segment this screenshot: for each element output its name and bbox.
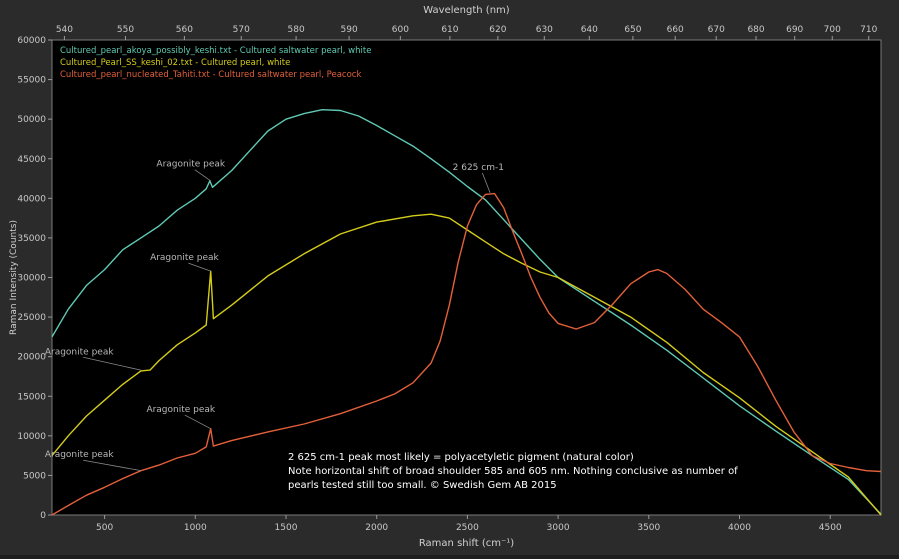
x-tick-label: 1500 <box>275 523 298 533</box>
y-tick-label: 60000 <box>17 36 46 46</box>
x-tick-label: 500 <box>96 523 113 533</box>
annotation-label: Aragonite peak <box>146 405 215 415</box>
legend-entry-1: Cultured_pearl_akoya_possibly_keshi.txt … <box>60 46 371 56</box>
x-tick-label: 3000 <box>547 523 570 533</box>
annotation-layer: Aragonite peak Aragonite peak Aragonite pe… <box>45 160 504 472</box>
note-line-2: Note horizontal shift of broad shoulder … <box>288 466 738 477</box>
annotation-label: 2 625 cm-1 <box>453 163 504 173</box>
annotation-label: Aragonite peak <box>45 347 114 357</box>
y-tick-label: 35000 <box>17 234 46 244</box>
annotation-leader <box>194 169 211 182</box>
annotation-label: Aragonite peak <box>156 160 225 170</box>
y-tick-label: 30000 <box>17 274 46 284</box>
notes-block: 2 625 cm-1 peak most likely = polyacetyl… <box>288 452 738 491</box>
top-tick-label: 650 <box>624 25 641 35</box>
x-tick-label: 4000 <box>728 523 751 533</box>
note-line-1: 2 625 cm-1 peak most likely = polyacetyl… <box>288 452 634 463</box>
top-tick-label: 570 <box>233 25 250 35</box>
top-tick-label: 670 <box>708 25 725 35</box>
x-tick-label: 3500 <box>637 523 660 533</box>
top-tick-label: 560 <box>176 25 193 35</box>
top-tick-label: 540 <box>56 25 73 35</box>
y-tick-label: 5000 <box>23 471 46 481</box>
series-layer <box>51 108 882 516</box>
y-tick-label: 55000 <box>17 76 46 86</box>
top-tick-label: 700 <box>824 25 841 35</box>
x-tick-label: 2500 <box>456 523 479 533</box>
annotation-leader <box>188 262 211 272</box>
annotation-leader <box>184 414 211 430</box>
top-tick-label: 620 <box>489 25 506 35</box>
annotation-leader <box>83 356 141 371</box>
y-tick-label: 10000 <box>17 432 46 442</box>
y-tick-label: 0 <box>40 511 46 521</box>
series-line-1 <box>51 108 882 515</box>
legend: Cultured_pearl_akoya_possibly_keshi.txt … <box>60 46 371 80</box>
y-tick-label: 50000 <box>17 115 46 125</box>
top-tick-label: 710 <box>860 25 877 35</box>
x-tick-label: 1000 <box>184 523 207 533</box>
legend-entry-3: Cultured_pearl_nucleated_Tahiti.txt - Cu… <box>60 70 361 80</box>
y-tick-label: 20000 <box>17 353 46 363</box>
series-line-2 <box>51 213 882 516</box>
top-tick-label: 610 <box>441 25 458 35</box>
annotation-label: Aragonite peak <box>45 450 114 460</box>
top-tick-label: 690 <box>786 25 803 35</box>
top-tick-label: 600 <box>392 25 409 35</box>
x-tick-label: 2000 <box>365 523 388 533</box>
y-tick-label: 25000 <box>17 313 46 323</box>
annotation-label: Aragonite peak <box>150 253 219 263</box>
top-axis-label: Wavelength (nm) <box>423 5 509 16</box>
x-tick-label: 4500 <box>819 523 842 533</box>
y-tick-label: 40000 <box>17 194 46 204</box>
annotation-leader <box>83 459 141 472</box>
top-tick-label: 660 <box>667 25 684 35</box>
x-axis-label: Raman shift (cm⁻¹) <box>419 538 514 549</box>
top-tick-label: 630 <box>536 25 553 35</box>
y-axis-label: Raman Intensity (Counts) <box>9 220 19 335</box>
series-line-3 <box>51 192 882 516</box>
y-tick-label: 15000 <box>17 392 46 402</box>
top-tick-label: 640 <box>581 25 598 35</box>
y-tick-label: 45000 <box>17 155 46 165</box>
top-axis: 540 550 560 570 580 590 600 610 620 630 640 650 660 6… <box>56 25 878 40</box>
note-line-3: pearls tested still too small. © Swedish… <box>288 480 557 491</box>
left-axis: 0 5000 10000 15000 20000 25000 30000 35000 40000… <box>17 36 52 521</box>
bottom-axis: 500 1000 1500 2000 2500 3000 3500 4000 4500 <box>96 515 842 533</box>
top-tick-label: 580 <box>288 25 305 35</box>
top-tick-label: 590 <box>341 25 358 35</box>
plot-area <box>51 39 882 516</box>
annotation-leader <box>481 172 491 193</box>
top-tick-label: 550 <box>117 25 134 35</box>
legend-entry-2: Cultured_Pearl_SS_keshi_02.txt - Culture… <box>60 58 290 68</box>
top-tick-label: 680 <box>747 25 764 35</box>
